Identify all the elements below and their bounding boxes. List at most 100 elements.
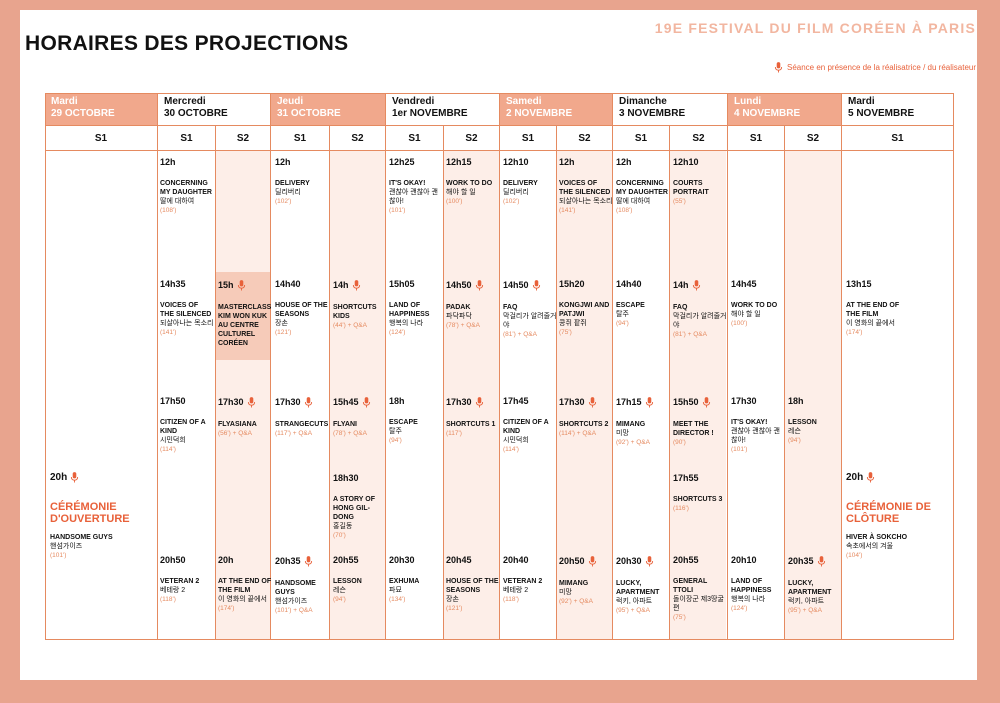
korean-title: 장손 (446, 596, 459, 603)
screening: 17h50 CITIZEN OF A KIND 시민덕희 (114') (160, 397, 214, 454)
film-title: ESCAPE (389, 419, 418, 426)
grid-line (784, 125, 785, 640)
microphone-icon (645, 556, 653, 567)
screening-time: 14h50 (446, 280, 472, 290)
screening: 12h CONCERNING MY DAUGHTER 딸에 대하여 (108') (160, 158, 214, 215)
duration: (90') (673, 439, 686, 446)
day-header: Dimanche 3 NOVEMBRE (613, 93, 727, 125)
day-header: Samedi 2 NOVEMBRE (500, 93, 612, 125)
duration: (116') (673, 505, 689, 512)
film-title: HANDSOME GUYS (50, 534, 113, 541)
screening-time: 14h35 (160, 279, 186, 289)
s2-bg-fri (444, 151, 499, 639)
duration: (101') (50, 552, 67, 559)
korean-title: 딜리버리 (503, 189, 529, 196)
screening: 14h40 ESCAPE 탈주 (94') (616, 280, 670, 328)
film-title: PADAK (446, 304, 471, 311)
grid-line (270, 93, 271, 640)
duration: (101') + Q&A (275, 607, 313, 614)
korean-title: 홍길동 (333, 523, 353, 530)
film-title: SHORTCUTS 2 (559, 421, 609, 428)
screening-time: 15h05 (389, 279, 415, 289)
microphone-icon (247, 397, 255, 408)
duration: (94') (616, 320, 629, 327)
screen-header: S1 (386, 125, 443, 151)
film-title: HANDSOME GUYS (275, 580, 316, 596)
screening: 20h50 MIMANG 미망 (92') + Q&A (559, 556, 613, 606)
microphone-icon (702, 397, 710, 408)
grid-line (499, 93, 500, 640)
screen-header: S1 (613, 125, 669, 151)
film-title: MIMANG (559, 580, 589, 587)
screening-time: 17h50 (160, 396, 186, 406)
film-title: STRANGECUTS (275, 421, 329, 428)
korean-title: 막걸리가 알려줄거야 (673, 313, 727, 329)
film-title: AT THE END OF THE FILM (218, 578, 272, 594)
film-title: CONCERNING MY DAUGHTER (616, 180, 668, 196)
screening: 20h AT THE END OF THE FILM 이 영화의 끝에서 (174') (218, 556, 272, 613)
microphone-icon (645, 397, 653, 408)
screen-header: S1 (271, 125, 329, 151)
screening: 12h10 COURTS PORTRAIT (55') (673, 158, 727, 206)
screening: 14h FAQ 막걸리가 알려줄거야 (81') + Q&A (673, 280, 727, 339)
duration: (95') + Q&A (616, 607, 650, 614)
screening: 17h55 SHORTCUTS 3 (116') (673, 474, 727, 513)
duration: (118') (160, 596, 176, 603)
screening-time: 14h45 (731, 279, 757, 289)
screening-time: 14h (333, 280, 349, 290)
film-title: COURTS PORTRAIT (673, 180, 709, 196)
korean-title: 되살아나는 목소리 (160, 320, 214, 327)
duration: (174') (846, 329, 863, 336)
duration: (114') (160, 446, 176, 453)
opening-ceremony: 20h CÉRÉMONIE D'OUVERTURE HANDSOME GUYS … (50, 472, 154, 560)
screening: 17h30 IT'S OKAY! 괜찮아 괜찮아 괜찮아! (101') (731, 397, 785, 454)
duration: (78') + Q&A (446, 322, 480, 329)
screening: 20h55 GENERAL TTOLI 돌이장군 제3땅굴편 (75') (673, 556, 727, 622)
grid-line (953, 93, 954, 640)
duration: (141') (559, 207, 576, 214)
korean-title: 딜리버리 (275, 189, 301, 196)
day-header: Mardi 5 NOVEMBRE (842, 93, 953, 125)
duration: (101') (389, 207, 406, 214)
screen-header: S2 (444, 125, 499, 151)
korean-title: 해야 할 일 (446, 189, 476, 196)
korean-title: 괜찮아 괜찮아 괜찮아! (731, 428, 780, 444)
screening-time: 20h50 (160, 555, 186, 565)
korean-title: 베테랑 2 (503, 587, 529, 594)
film-title: FAQ (673, 304, 688, 311)
screening: 14h50 PADAK 파닥파닥 (78') + Q&A (446, 280, 500, 330)
duration: (114') (503, 446, 519, 453)
screening-time: 17h30 (218, 397, 244, 407)
screening-time: 13h15 (846, 279, 872, 289)
screening: 13h15 AT THE END OF THE FILM 이 영화의 끝에서 (174… (846, 280, 900, 337)
day-header: Vendredi 1er NOVEMBRE (386, 93, 499, 125)
duration: (114') + Q&A (559, 430, 597, 437)
screening-time: 20h55 (673, 555, 699, 565)
duration: (134') (389, 596, 406, 603)
film-title: HOUSE OF THE SEASONS (446, 578, 499, 594)
korean-title: 되살아나는 목소리 (559, 198, 613, 205)
microphone-icon (352, 280, 360, 291)
microphone-icon (692, 280, 700, 291)
grid-line (669, 125, 670, 640)
film-title: LAND OF HAPPINESS (731, 578, 772, 594)
screening: 17h15 MIMANG 미망 (92') + Q&A (616, 397, 670, 447)
grid-line (385, 93, 386, 640)
duration: (108') (616, 207, 633, 214)
duration: (174') (218, 605, 235, 612)
film-title: A STORY OF HONG GIL-DONG (333, 496, 376, 521)
duration: (102') (275, 198, 292, 205)
grid-line (727, 93, 728, 640)
screening-time: 12h10 (673, 157, 699, 167)
korean-title: 파묘 (389, 587, 402, 594)
screen-header: S1 (728, 125, 784, 151)
korean-title: 행복의 나라 (389, 320, 424, 327)
screening: 18h30 A STORY OF HONG GIL-DONG 홍길동 (70') (333, 474, 387, 540)
screening: 12h DELIVERY 딜리버리 (102') (275, 158, 329, 206)
korean-title: 파닥파닥 (446, 313, 472, 320)
screening: 20h40 VETERAN 2 베테랑 2 (118') (503, 556, 557, 604)
film-title: MASTERCLASS KIM WON KUK AU CENTRE CULTUR… (218, 304, 272, 347)
screening-time: 14h50 (503, 280, 529, 290)
duration: (141') (160, 329, 177, 336)
screening-time: 20h35 (275, 556, 301, 566)
